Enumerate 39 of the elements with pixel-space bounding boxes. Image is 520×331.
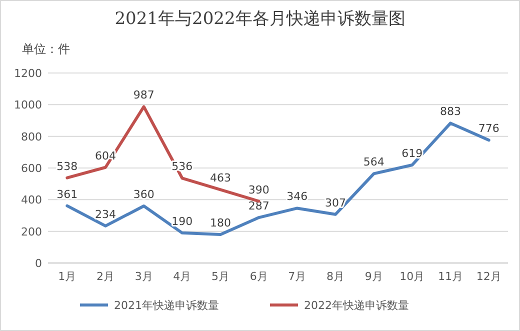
x-tick-label: 11月 bbox=[438, 270, 463, 283]
data-label: 234 bbox=[95, 208, 116, 221]
chart-title: 2021年与2022年各月快递申诉数量图 bbox=[114, 9, 406, 29]
x-tick-label: 4月 bbox=[173, 270, 192, 283]
data-label: 360 bbox=[133, 188, 154, 201]
data-label: 987 bbox=[133, 88, 154, 102]
data-label: 287 bbox=[248, 200, 270, 213]
y-tick-label: 600 bbox=[21, 162, 42, 175]
legend-label: 2022年快递申诉数量 bbox=[304, 299, 409, 312]
data-label: 346 bbox=[286, 190, 308, 204]
data-label: 883 bbox=[440, 105, 461, 118]
y-tick-label: 1000 bbox=[14, 98, 42, 112]
legend-label: 2021年快递申诉数量 bbox=[114, 299, 219, 312]
x-tick-label: 10月 bbox=[400, 270, 425, 283]
data-label: 190 bbox=[172, 214, 193, 228]
x-tick-label: 5月 bbox=[212, 270, 230, 283]
y-tick-label: 800 bbox=[21, 130, 42, 144]
x-tick-label: 2月 bbox=[96, 270, 114, 283]
data-label: 390 bbox=[248, 183, 270, 196]
text: 单位：件 bbox=[22, 42, 70, 56]
data-label: 180 bbox=[210, 216, 231, 230]
x-tick-label: 7月 bbox=[288, 270, 306, 283]
data-label: 307 bbox=[325, 196, 346, 210]
x-tick-label: 3月 bbox=[134, 270, 153, 283]
data-label: 538 bbox=[56, 160, 78, 173]
x-tick-label: 12月 bbox=[476, 270, 502, 283]
x-tick-label: 8月 bbox=[326, 270, 344, 283]
data-label: 564 bbox=[363, 156, 384, 169]
x-tick-label: 1月 bbox=[58, 270, 76, 283]
data-label: 619 bbox=[402, 146, 423, 160]
y-tick-label: 1200 bbox=[14, 67, 42, 80]
data-label: 463 bbox=[210, 172, 231, 185]
data-label: 776 bbox=[478, 122, 500, 136]
x-tick-label: 6月 bbox=[250, 270, 268, 283]
data-label: 361 bbox=[56, 188, 78, 201]
x-tick-label: 9月 bbox=[364, 270, 383, 283]
y-tick-label: 0 bbox=[35, 257, 42, 270]
y-tick-label: 200 bbox=[21, 225, 42, 238]
y-tick-label: 400 bbox=[21, 194, 42, 207]
